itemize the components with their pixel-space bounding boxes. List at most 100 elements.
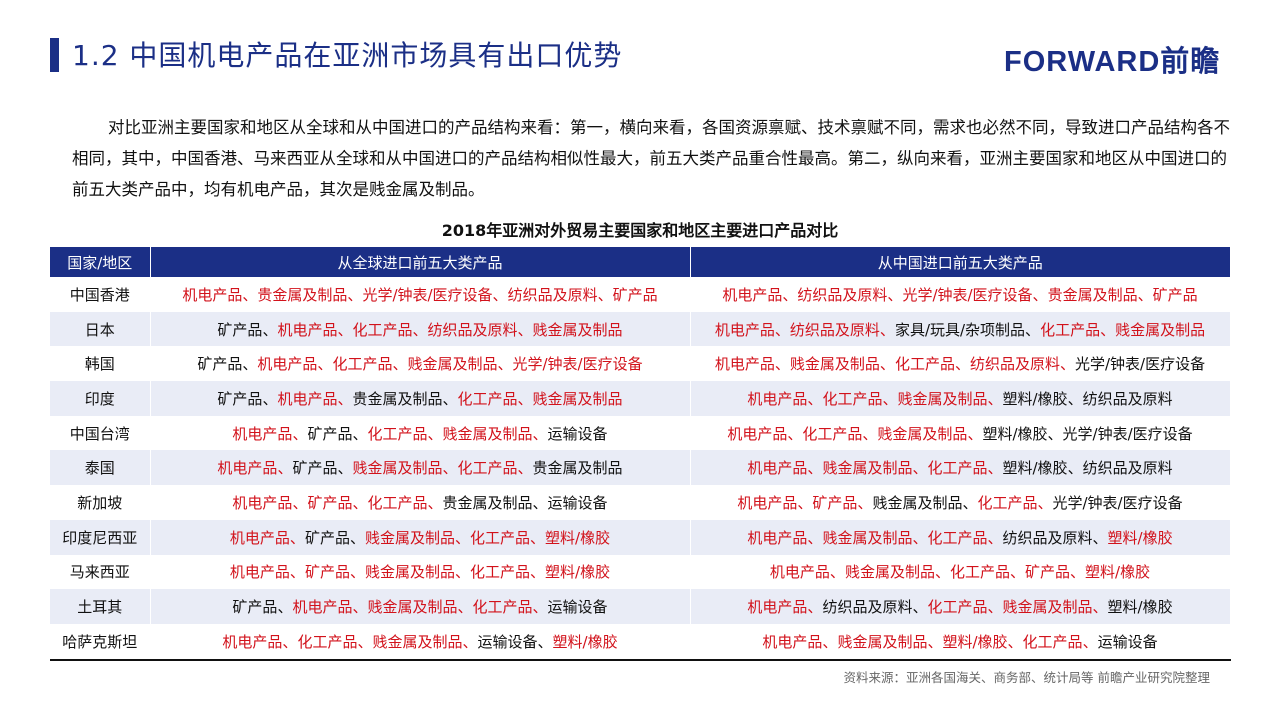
separator: 、: [497, 355, 513, 374]
separator: 、: [807, 528, 823, 547]
product-item: 贱金属及制品: [367, 598, 458, 617]
product-item: 化工产品: [470, 563, 531, 582]
separator: 、: [912, 528, 928, 547]
product-item: 化工产品: [949, 563, 1010, 582]
separator: 、: [1082, 632, 1098, 651]
product-item: 机电产品: [257, 355, 318, 374]
product-item: 纺织品及原料: [1002, 528, 1093, 547]
table-row: 中国香港 机电产品、贵金属及制品、光学/钟表/医疗设备、纺织品及原料、矿产品 机电产…: [50, 277, 1231, 312]
page-title: 1.2 中国机电产品在亚洲市场具有出口优势: [72, 39, 623, 72]
product-item: 化工产品: [822, 389, 883, 408]
product-item: 家具/玩具/杂项制品: [894, 320, 1026, 339]
table-row: 土耳其 矿产品、机电产品、贱金属及制品、化工产品、运输设备 机电产品、纺织品及原料、…: [50, 589, 1231, 624]
product-item: 贱金属及制品: [872, 493, 963, 512]
product-item: 矿产品: [812, 493, 858, 512]
separator: 、: [879, 320, 895, 339]
product-item: 机电产品: [714, 355, 775, 374]
separator: 、: [987, 459, 1003, 478]
separator: 、: [1032, 285, 1048, 304]
source-note: 资料来源：亚洲各国海关、商务部、统计局等 前瞻产业研究院整理: [843, 670, 1210, 685]
product-item: 矿产品: [292, 459, 338, 478]
header-global: 从全球进口前五大类产品: [150, 247, 691, 277]
table-row: 韩国 矿产品、机电产品、化工产品、贱金属及制品、光学/钟表/医疗设备 机电产品、贱金…: [50, 346, 1231, 382]
separator: 、: [427, 424, 443, 443]
product-item: 塑料/橡胶: [552, 632, 618, 651]
product-item: 纺织品及原料: [507, 285, 598, 304]
product-item: 光学/钟表/医疗设备: [1052, 493, 1183, 512]
separator: 、: [412, 320, 428, 339]
product-item: 化工产品: [470, 528, 531, 547]
product-item: 光学/钟表/医疗设备: [1062, 424, 1193, 443]
separator: 、: [1067, 389, 1083, 408]
product-item: 塑料/橡胶: [1085, 563, 1151, 582]
separator: 、: [597, 285, 613, 304]
separator: 、: [347, 285, 363, 304]
product-item: 机电产品: [727, 424, 788, 443]
separator: 、: [454, 528, 470, 547]
product-item: 化工产品: [927, 528, 988, 547]
product-item: 机电产品: [292, 598, 353, 617]
separator: 、: [242, 285, 258, 304]
separator: 、: [392, 355, 408, 374]
product-item: 塑料/橡胶: [1002, 389, 1068, 408]
product-item: 塑料/橡胶: [1107, 528, 1173, 547]
product-item: 机电产品: [747, 459, 808, 478]
separator: 、: [787, 424, 803, 443]
separator: 、: [357, 632, 373, 651]
separator: 、: [517, 389, 533, 408]
forward-logo: FORWARD前瞻: [1004, 46, 1221, 78]
separator: 、: [774, 355, 790, 374]
product-item: 贱金属及制品: [837, 632, 928, 651]
product-item: 矿产品: [307, 424, 353, 443]
product-item: 化工产品: [802, 424, 863, 443]
separator: 、: [517, 459, 533, 478]
product-item: 化工产品: [977, 493, 1038, 512]
separator: 、: [427, 493, 443, 512]
china-products-cell: 机电产品、贱金属及制品、化工产品、纺织品及原料、塑料/橡胶: [690, 519, 1231, 555]
separator: 、: [282, 632, 298, 651]
product-item: 贱金属及制品: [877, 424, 968, 443]
table-row: 印度 矿产品、机电产品、贵金属及制品、化工产品、贱金属及制品 机电产品、化工产品、贱…: [50, 381, 1231, 416]
separator: 、: [530, 528, 546, 547]
product-item: 机电产品: [217, 459, 278, 478]
country-cell: 印度: [50, 381, 151, 416]
global-products-cell: 机电产品、贵金属及制品、光学/钟表/医疗设备、纺织品及原料、矿产品: [150, 277, 691, 312]
separator: 、: [352, 493, 368, 512]
separator: 、: [1047, 424, 1063, 443]
title-accent-bar: [50, 38, 59, 72]
header-country: 国家/地区: [50, 247, 151, 277]
global-products-cell: 矿产品、机电产品、化工产品、贱金属及制品、光学/钟表/医疗设备: [150, 346, 691, 382]
product-item: 矿产品: [217, 320, 263, 339]
separator: 、: [337, 459, 353, 478]
separator: 、: [954, 355, 970, 374]
product-item: 贵金属及制品: [352, 389, 443, 408]
country-cell: 中国台湾: [50, 415, 151, 451]
product-item: 机电产品: [747, 598, 808, 617]
country-cell: 韩国: [50, 346, 151, 382]
country-cell: 泰国: [50, 450, 151, 486]
separator: 、: [822, 632, 838, 651]
product-item: 化工产品: [297, 632, 358, 651]
product-item: 光学/钟表/医疗设备: [362, 285, 493, 304]
separator: 、: [517, 320, 533, 339]
separator: 、: [532, 598, 548, 617]
separator: 、: [782, 285, 798, 304]
table-row: 马来西亚 机电产品、矿产品、贱金属及制品、化工产品、塑料/橡胶 机电产品、贱金属及制…: [50, 554, 1231, 590]
separator: 、: [967, 424, 983, 443]
product-item: 塑料/橡胶: [1002, 459, 1068, 478]
separator: 、: [337, 320, 353, 339]
table-row: 日本 矿产品、机电产品、化工产品、纺织品及原料、贱金属及制品 机电产品、纺织品及原料…: [50, 311, 1231, 347]
product-item: 机电产品: [232, 424, 293, 443]
product-item: 化工产品: [457, 389, 518, 408]
product-item: 运输设备: [547, 493, 608, 512]
product-item: 机电产品: [229, 563, 290, 582]
product-item: 贱金属及制品: [532, 320, 623, 339]
product-item: 机电产品: [747, 528, 808, 547]
separator: 、: [1067, 459, 1083, 478]
separator: 、: [934, 563, 950, 582]
product-item: 纺织品及原料: [789, 320, 880, 339]
global-products-cell: 矿产品、机电产品、贵金属及制品、化工产品、贱金属及制品: [150, 381, 691, 416]
separator: 、: [912, 598, 928, 617]
product-item: 机电产品: [277, 320, 338, 339]
product-item: 矿产品: [217, 389, 263, 408]
